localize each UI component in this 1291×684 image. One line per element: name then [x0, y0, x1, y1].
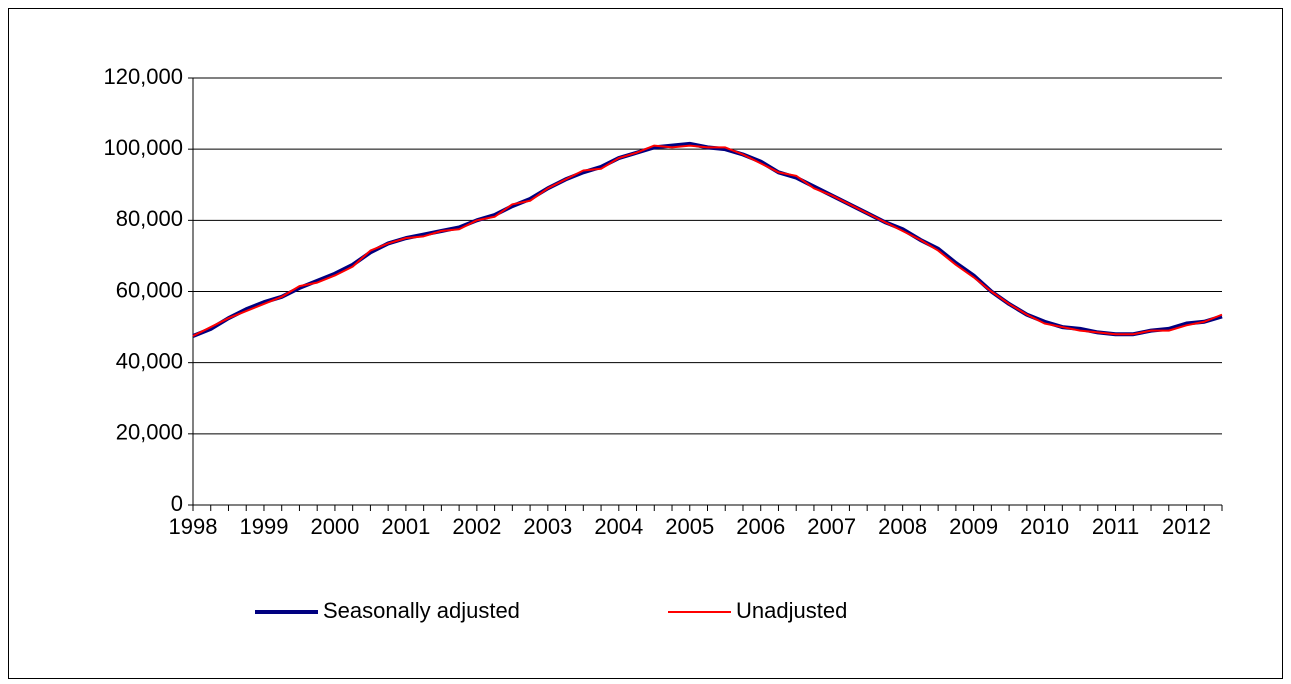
- y-tick-label: 100,000: [103, 135, 183, 160]
- x-tick-label: 2003: [523, 514, 572, 539]
- x-tick-label: 2000: [310, 514, 359, 539]
- x-tick-label: 2004: [594, 514, 643, 539]
- x-tick-label: 1998: [169, 514, 218, 539]
- x-tick-label: 1999: [239, 514, 288, 539]
- y-tick-label: 0: [171, 491, 183, 516]
- x-tick-label: 2008: [878, 514, 927, 539]
- x-tick-label: 2009: [949, 514, 998, 539]
- y-tick-label: 60,000: [116, 277, 183, 302]
- x-tick-label: 2010: [1020, 514, 1069, 539]
- x-tick-label: 2007: [807, 514, 856, 539]
- x-tick-label: 2005: [665, 514, 714, 539]
- y-tick-label: 40,000: [116, 348, 183, 373]
- x-tick-label: 2011: [1092, 514, 1139, 539]
- legend-label: Seasonally adjusted: [323, 598, 520, 623]
- x-tick-label: 2001: [381, 514, 430, 539]
- data-line: [192, 144, 1223, 337]
- y-tick-label: 120,000: [103, 64, 183, 89]
- chart-border: [8, 8, 1283, 679]
- y-tick-label: 20,000: [116, 420, 183, 445]
- legend-label: Unadjusted: [736, 598, 847, 623]
- x-tick-label: 2012: [1162, 514, 1211, 539]
- y-tick-label: 80,000: [116, 206, 183, 231]
- x-tick-label: 2002: [452, 514, 501, 539]
- x-tick-label: 2006: [736, 514, 785, 539]
